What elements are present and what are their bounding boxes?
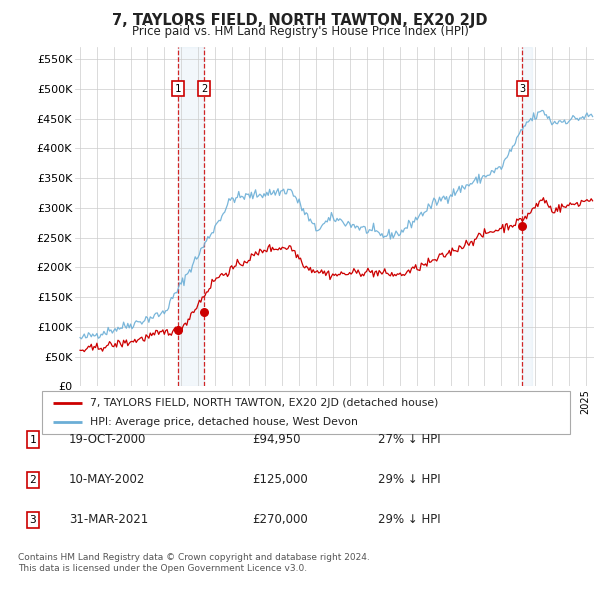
Point	[199, 307, 209, 317]
Text: 7, TAYLORS FIELD, NORTH TAWTON, EX20 2JD: 7, TAYLORS FIELD, NORTH TAWTON, EX20 2JD	[112, 13, 488, 28]
Text: 31-MAR-2021: 31-MAR-2021	[69, 513, 148, 526]
Text: 3: 3	[29, 515, 37, 525]
Point	[518, 221, 527, 231]
Bar	[178, 47, 204, 386]
Text: 1: 1	[175, 84, 181, 94]
Text: 3: 3	[519, 84, 526, 94]
Text: £125,000: £125,000	[252, 473, 308, 486]
Text: 29% ↓ HPI: 29% ↓ HPI	[378, 513, 440, 526]
Text: 19-OCT-2000: 19-OCT-2000	[69, 433, 146, 446]
FancyBboxPatch shape	[42, 391, 570, 434]
Text: Contains HM Land Registry data © Crown copyright and database right 2024.
This d: Contains HM Land Registry data © Crown c…	[18, 553, 370, 573]
Text: 2: 2	[29, 475, 37, 484]
Text: 29% ↓ HPI: 29% ↓ HPI	[378, 473, 440, 486]
Bar	[523, 47, 532, 386]
Text: Price paid vs. HM Land Registry's House Price Index (HPI): Price paid vs. HM Land Registry's House …	[131, 25, 469, 38]
Text: HPI: Average price, detached house, West Devon: HPI: Average price, detached house, West…	[89, 417, 358, 427]
Point	[173, 325, 182, 335]
Text: 10-MAY-2002: 10-MAY-2002	[69, 473, 145, 486]
Text: £94,950: £94,950	[252, 433, 301, 446]
Text: 7, TAYLORS FIELD, NORTH TAWTON, EX20 2JD (detached house): 7, TAYLORS FIELD, NORTH TAWTON, EX20 2JD…	[89, 398, 438, 408]
Text: 2: 2	[201, 84, 207, 94]
Text: £270,000: £270,000	[252, 513, 308, 526]
Text: 1: 1	[29, 435, 37, 444]
Text: 27% ↓ HPI: 27% ↓ HPI	[378, 433, 440, 446]
